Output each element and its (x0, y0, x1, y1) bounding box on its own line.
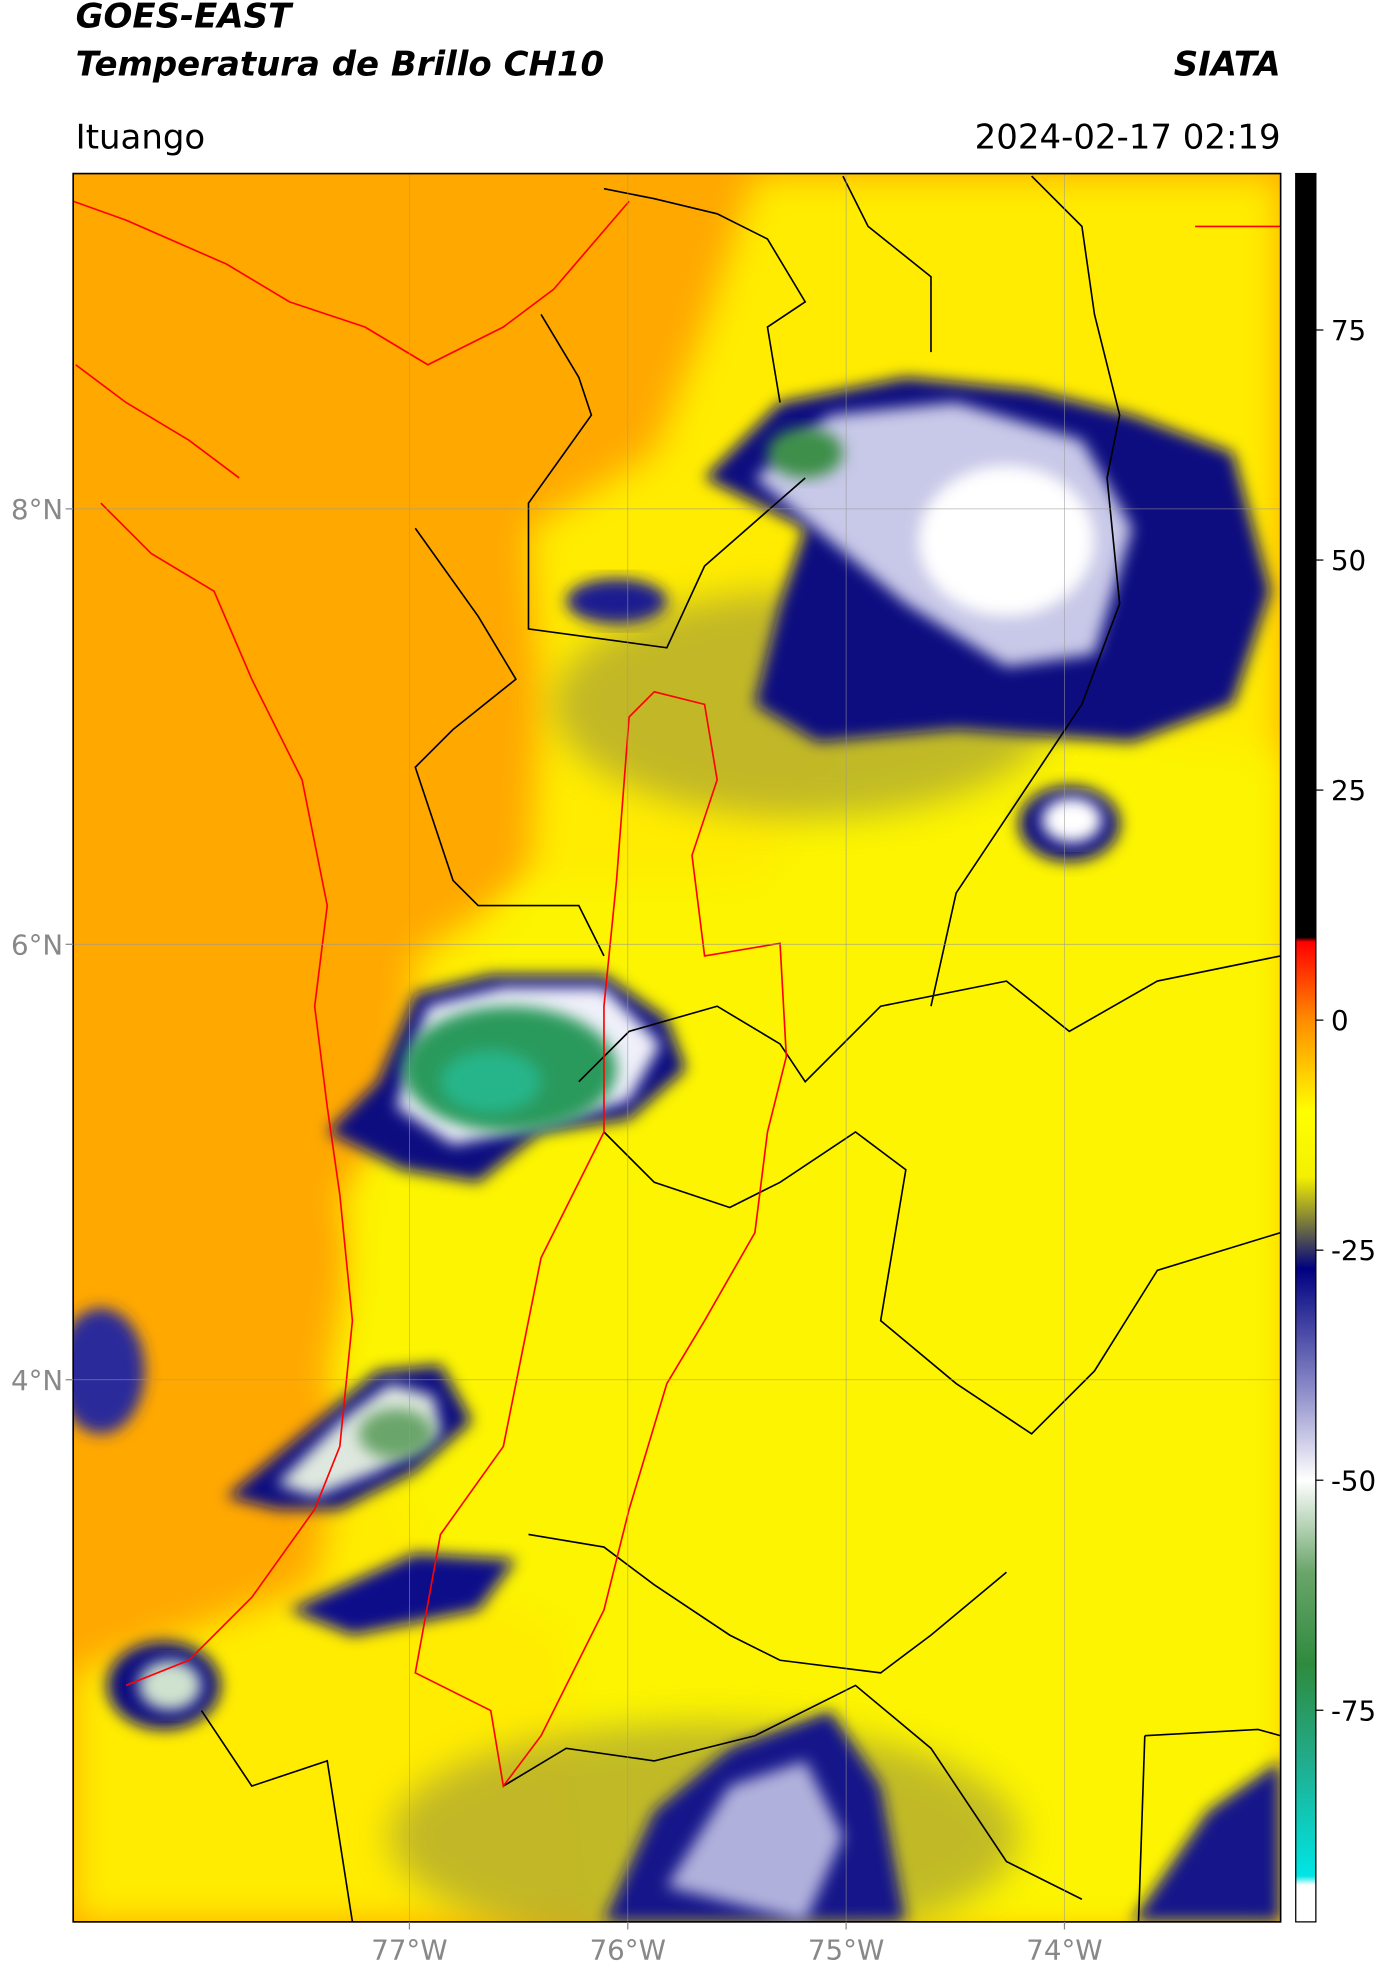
location: Ituango (76, 117, 206, 157)
colorbar-tick-label: 25 (1331, 774, 1366, 807)
colorbar (1295, 172, 1317, 1923)
colorbar-tick-label: -25 (1331, 1234, 1376, 1267)
x-tick-label: 74°W (1026, 1934, 1102, 1967)
x-tick-label: 75°W (808, 1934, 884, 1967)
colorbar-tick-label: -75 (1331, 1694, 1376, 1727)
x-tick-label: 76°W (590, 1934, 666, 1967)
y-tick-label: 8°N (11, 493, 63, 526)
colorbar-tick-label: 0 (1331, 1004, 1349, 1037)
subtitle: Temperatura de Brillo CH10 (76, 44, 604, 84)
colorbar-tick-label: 50 (1331, 544, 1366, 577)
colorbar-tick-label: -50 (1331, 1464, 1376, 1497)
x-tick-label: 77°W (371, 1934, 447, 1967)
colorbar-tick-label: 75 (1331, 314, 1366, 347)
map-image (73, 173, 1281, 1922)
y-tick-label: 6°N (11, 928, 63, 961)
source: SIATA (1174, 44, 1281, 84)
title: GOES-EAST (76, 0, 294, 37)
y-tick-label: 4°N (11, 1364, 63, 1397)
datetime: 2024-02-17 02:19 (975, 117, 1281, 157)
map-frame (72, 172, 1282, 1923)
